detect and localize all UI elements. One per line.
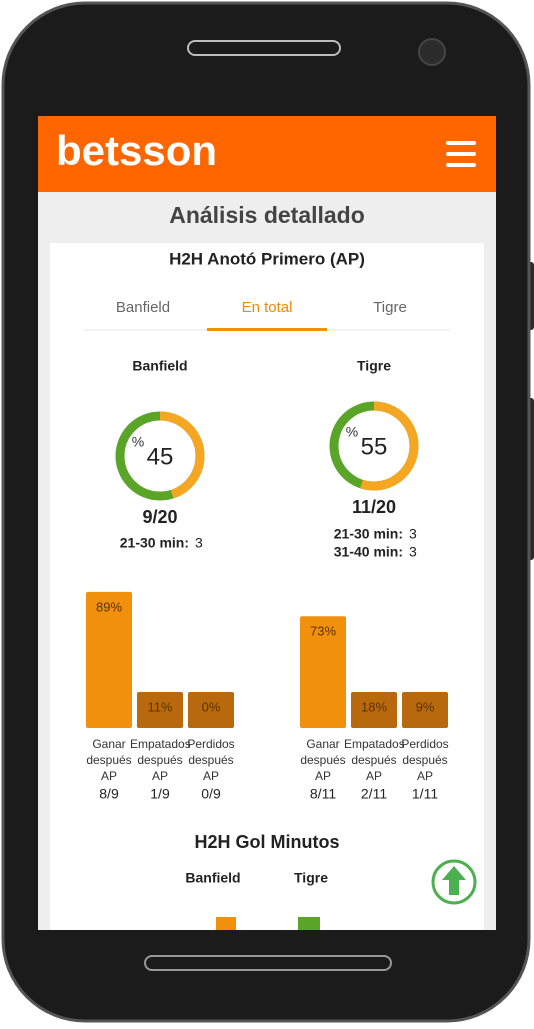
section-title: H2H Gol Minutos: [195, 832, 340, 852]
percent-value: 45: [147, 443, 174, 470]
section-title: H2H Anotó Primero (AP): [169, 249, 365, 268]
column-header: Tigre: [294, 870, 328, 886]
camera: [418, 38, 446, 66]
bar-ratio: 8/9: [99, 786, 119, 802]
column-header: Banfield: [185, 870, 240, 886]
minutes-label: 21-30 min:: [120, 535, 189, 551]
bar-label-box: Ganar después AP: [86, 737, 132, 783]
bar: [188, 692, 234, 728]
bar-value-label: 9%: [416, 699, 435, 714]
legend-square: [216, 917, 236, 930]
speaker: [187, 40, 341, 56]
bar-value-label: 11%: [147, 699, 172, 714]
bar: [137, 692, 183, 728]
bar-label: Perdidos después AP: [401, 737, 449, 783]
donut-arc: [329, 401, 419, 491]
bar-ratio: 1/11: [412, 786, 438, 802]
bar-value-label: 73%: [310, 624, 336, 639]
logo: betsson: [56, 127, 217, 174]
bar-label: Empatados después AP: [344, 737, 404, 783]
ratio: 11/20: [352, 497, 396, 517]
scroll-top-button[interactable]: [431, 859, 477, 905]
card: [50, 243, 484, 930]
bar-label: Ganar después AP: [86, 737, 132, 783]
donut-arc: [115, 411, 205, 501]
minutes-value: 3: [195, 535, 203, 551]
header-bar: [38, 116, 496, 192]
bar-label-box: Ganar después AP: [300, 737, 346, 783]
bar: [86, 591, 132, 728]
bar-label-box: Perdidos después AP: [401, 737, 449, 783]
bar-value-label: 18%: [361, 699, 387, 714]
bar-label: Perdidos después AP: [187, 737, 235, 783]
legend-square: [298, 917, 320, 930]
percent-symbol: %: [346, 424, 358, 440]
minutes-label: 31-40 min:: [334, 544, 403, 560]
bar-value-label: 89%: [96, 599, 122, 614]
bar: [402, 692, 448, 728]
team-name: Tigre: [357, 358, 391, 374]
tab-underline: [207, 328, 327, 331]
bar-ratio: 2/11: [361, 786, 387, 802]
bar-ratio: 1/9: [150, 786, 170, 802]
page-title: Análisis detallado: [169, 202, 365, 228]
tab[interactable]: En total: [242, 299, 293, 316]
minutes-value: 3: [409, 526, 417, 542]
minutes-label: 21-30 min:: [334, 526, 403, 542]
bottom-speaker: [144, 955, 392, 971]
bar-label: Ganar después AP: [300, 737, 346, 783]
ratio: 9/20: [142, 507, 177, 527]
screen: betsson Análisis detallado H2H Anotó Pri…: [38, 116, 496, 930]
bar-ratio: 8/11: [310, 786, 336, 802]
bar-ratio: 0/9: [201, 786, 221, 802]
menu-button[interactable]: [446, 141, 476, 167]
bar-label-box: Empatados después AP: [344, 737, 404, 783]
bar-value-label: 0%: [202, 699, 221, 714]
bar-label: Empatados después AP: [130, 737, 190, 783]
bar: [351, 692, 397, 728]
tab[interactable]: Tigre: [373, 299, 407, 316]
team-name: Banfield: [132, 358, 187, 374]
minutes-value: 3: [409, 544, 417, 560]
percent-symbol: %: [132, 434, 144, 450]
tab[interactable]: Banfield: [116, 299, 170, 316]
bar-label-box: Empatados después AP: [130, 737, 190, 783]
bar-label-box: Perdidos después AP: [187, 737, 235, 783]
percent-value: 55: [361, 433, 388, 460]
bar: [300, 616, 346, 728]
